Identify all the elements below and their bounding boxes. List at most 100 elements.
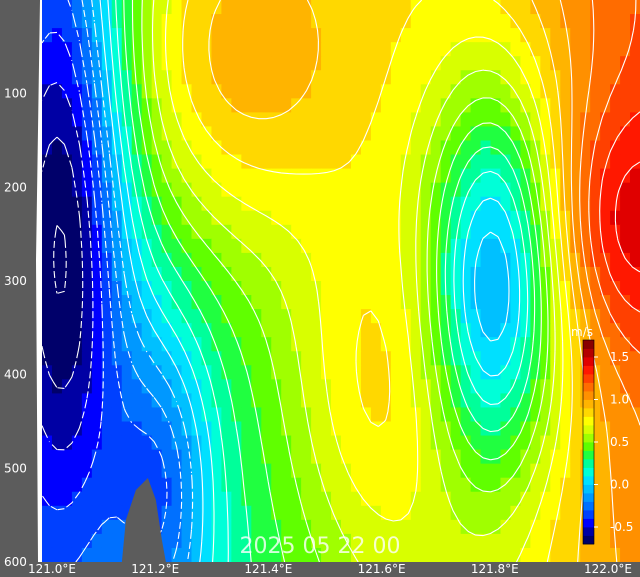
field-cell — [350, 449, 362, 465]
field-cell — [620, 238, 631, 254]
field-cell — [211, 210, 222, 226]
field-cell — [360, 168, 372, 184]
field-cell — [500, 281, 512, 296]
field-cell — [400, 28, 412, 43]
field-cell — [131, 295, 143, 310]
field-cell — [360, 42, 372, 57]
field-cell — [181, 126, 193, 142]
field-cell — [221, 84, 232, 99]
field-cell — [430, 196, 442, 212]
field-cell — [341, 449, 352, 465]
field-cell — [530, 196, 541, 212]
field-cell — [570, 365, 581, 380]
field-cell — [610, 42, 621, 57]
field-cell — [590, 449, 601, 465]
field-cell — [71, 491, 83, 507]
field-cell — [271, 42, 282, 57]
field-cell — [42, 56, 53, 71]
field-cell — [400, 407, 412, 423]
field-cell — [380, 519, 392, 535]
field-cell — [570, 379, 581, 394]
field-cell — [540, 224, 551, 240]
field-cell — [201, 449, 213, 465]
field-cell — [211, 42, 222, 57]
field-cell — [121, 365, 133, 380]
field-cell — [151, 266, 163, 282]
field-cell — [261, 491, 272, 507]
field-cell — [350, 224, 362, 240]
field-cell — [301, 252, 312, 268]
field-cell — [460, 519, 472, 535]
field-cell — [111, 449, 123, 465]
field-cell — [261, 295, 272, 310]
field-cell — [161, 533, 173, 549]
field-cell — [560, 168, 571, 184]
field-cell — [181, 112, 193, 128]
field-cell — [510, 505, 521, 521]
field-cell — [241, 449, 252, 465]
field-cell — [480, 210, 492, 226]
field-cell — [450, 351, 462, 366]
field-cell — [181, 491, 193, 507]
field-cell — [610, 28, 621, 43]
field-cell — [121, 182, 133, 198]
field-cell — [400, 224, 412, 240]
field-cell — [91, 309, 103, 324]
field-cell — [101, 42, 113, 57]
field-cell — [61, 266, 73, 282]
field-cell — [410, 519, 422, 535]
field-cell — [271, 463, 282, 479]
field-cell — [131, 337, 143, 352]
field-cell — [520, 154, 531, 170]
colorbar-swatch — [583, 382, 594, 392]
field-cell — [430, 281, 442, 296]
field-cell — [261, 154, 272, 170]
field-cell — [370, 379, 382, 394]
field-cell — [101, 519, 113, 535]
field-cell — [281, 224, 292, 240]
field-cell — [291, 0, 302, 15]
field-cell — [311, 505, 322, 521]
field-cell — [560, 56, 571, 71]
field-cell — [271, 28, 282, 43]
field-cell — [171, 337, 183, 352]
field-cell — [161, 28, 173, 43]
field-cell — [380, 491, 392, 507]
field-cell — [101, 407, 113, 423]
field-cell — [151, 491, 163, 507]
field-cell — [231, 337, 242, 352]
field-cell — [91, 421, 103, 437]
field-cell — [42, 519, 53, 535]
field-cell — [590, 126, 601, 142]
field-cell — [251, 238, 262, 254]
field-cell — [201, 295, 213, 310]
field-cell — [560, 266, 571, 282]
field-cell — [91, 0, 103, 15]
field-cell — [71, 70, 83, 85]
field-cell — [410, 421, 422, 437]
field-cell — [161, 196, 173, 212]
field-cell — [251, 547, 262, 563]
field-cell — [520, 140, 531, 156]
field-cell — [211, 154, 222, 170]
field-cell — [301, 519, 312, 535]
field-cell — [111, 379, 123, 394]
field-cell — [271, 449, 282, 465]
field-cell — [590, 533, 601, 549]
field-cell — [91, 351, 103, 366]
field-cell — [101, 140, 113, 156]
field-cell — [620, 393, 631, 409]
field-cell — [131, 112, 143, 128]
field-cell — [390, 28, 402, 43]
field-cell — [211, 182, 222, 198]
field-cell — [450, 281, 462, 296]
field-cell — [570, 337, 581, 352]
field-cell — [42, 323, 53, 338]
field-cell — [321, 421, 332, 437]
field-cell — [420, 112, 432, 128]
field-cell — [211, 14, 222, 29]
field-cell — [111, 295, 123, 310]
field-cell — [201, 182, 213, 198]
field-cell — [560, 42, 571, 57]
field-cell — [480, 28, 492, 43]
